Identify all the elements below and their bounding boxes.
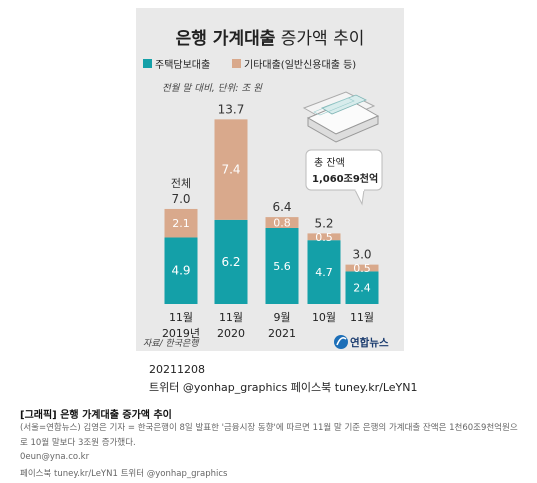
x-tick-month-4: 11월 [350,311,374,324]
total-label-0: 7.0 [171,192,190,206]
bar-other-4 [345,264,379,272]
callout-box [305,149,383,191]
bar-housing-2 [265,227,299,304]
publish-date: 20211208 [149,363,205,376]
source-note: 자료/ 한국은행 [143,338,200,349]
total-label-4: 3.0 [352,248,371,262]
x-tick-year-1: 2020 [217,327,245,340]
callout-pointer [354,189,365,206]
bar-housing-1 [214,219,248,304]
x-tick-month-2: 9월 [273,311,290,324]
bar-other-3 [307,233,341,241]
callout-line1: 총 잔액 [314,157,345,169]
bar-other-2 [265,217,299,228]
data-label-other-0: 2.1 [172,217,190,230]
yonhap-logo-mark-icon [336,337,347,346]
data-label-housing-3: 4.7 [315,266,333,279]
reporter-email: 0eun@yna.co.kr [20,452,90,462]
total-label-1: 13.7 [218,102,245,116]
data-label-housing-1: 6.2 [221,255,240,269]
data-label-other-4: 0.5 [353,262,371,275]
bar-housing-3 [307,240,341,304]
bar-housing-4 [345,271,379,304]
money-stack-side-icon [307,115,379,143]
legend-swatch-1 [232,59,241,68]
social-links: 트위터 @yonhap_graphics 페이스북 tuney.kr/LeYN1 [149,381,418,394]
x-tick-month-1: 11월 [219,311,243,324]
caption-body: (서울=연합뉴스) 김영은 기자 = 한국은행이 8일 발표한 '금융시장 동향… [20,423,518,448]
data-label-housing-4: 2.4 [353,282,371,295]
legend-label-1: 기타대출(일반신용대출 등) [244,59,356,71]
money-bill-edge-icon [313,97,355,116]
data-label-other-1: 7.4 [221,163,240,177]
legend-swatch-0 [143,59,152,68]
total-word-label: 전체 [171,177,191,190]
yonhap-logo-text: 연합뉴스 [350,336,389,349]
chart-title: 은행 가계대출 증가액 추이 [176,29,365,49]
total-label-3: 5.2 [314,216,333,230]
x-tick-year-2: 2021 [268,327,296,340]
data-label-housing-0: 4.9 [171,264,190,278]
x-tick-month-0: 11월 [169,311,193,324]
data-label-other-2: 0.8 [273,217,291,230]
callout-line2: 1,060조9천억 [312,172,378,185]
x-tick-month-3: 10월 [312,311,336,324]
bar-housing-0 [164,237,198,304]
unit-note: 전월 말 대비, 단위: 조 원 [162,83,263,94]
footer-social-links: 페이스북 tuney.kr/LeYN1 트위터 @yonhap_graphics [20,469,228,479]
caption-title: [그래픽] 은행 가계대출 증가액 추이 [20,410,172,421]
x-tick-year-0: 2019년 [162,327,200,340]
total-label-2: 6.4 [272,200,291,214]
legend-label-0: 주택담보대출 [155,59,210,71]
bar-other-1 [214,119,248,220]
bar-other-0 [164,208,198,238]
yonhap-logo-icon [334,335,348,349]
data-label-housing-2: 5.6 [273,260,291,273]
data-label-other-3: 0.5 [315,231,333,244]
